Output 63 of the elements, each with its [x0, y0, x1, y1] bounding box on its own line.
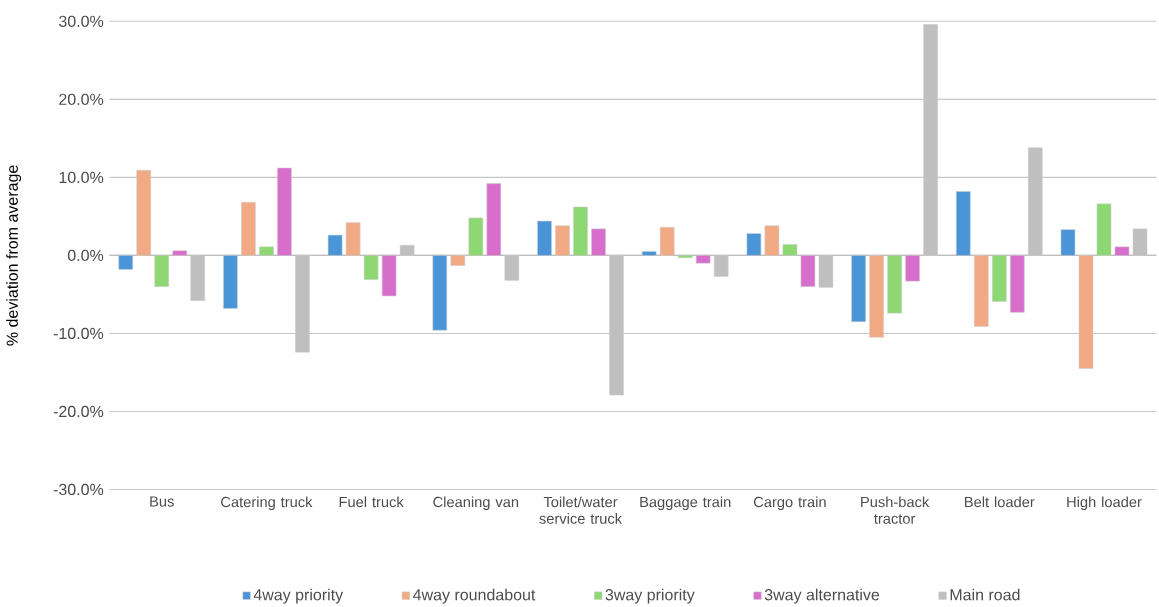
- legend-label: 3way alternative: [764, 588, 880, 604]
- x-tick-label: Fuel truck: [339, 496, 404, 508]
- y-tick-label: 10.0%: [59, 171, 104, 184]
- bar: [486, 183, 502, 256]
- bar: [695, 255, 711, 264]
- bar: [1060, 229, 1076, 256]
- y-axis-title: % deviation from average: [6, 165, 22, 346]
- y-tick-label: -20.0%: [53, 405, 104, 418]
- bar: [555, 225, 570, 256]
- x-tick-label: Cleaning van: [433, 496, 519, 511]
- bar: [956, 191, 971, 256]
- bar: [869, 255, 884, 338]
- bar: [1096, 203, 1112, 256]
- bar: [992, 255, 1007, 302]
- bar: [327, 234, 343, 256]
- bar: [1010, 255, 1025, 313]
- bar: [591, 228, 606, 256]
- bar: [154, 255, 169, 287]
- x-tick-label: Belt loader: [965, 496, 1035, 508]
- bar: [905, 255, 920, 282]
- legend-label: 4way priority: [253, 588, 344, 604]
- bar: [677, 255, 693, 259]
- x-tick-label: Toilet/water service truck: [539, 496, 623, 524]
- bar: [468, 217, 484, 256]
- bar: [537, 220, 552, 256]
- bar: [1078, 255, 1094, 369]
- bar: [118, 255, 133, 270]
- x-tick-label: Baggage train: [640, 496, 731, 511]
- bar: [241, 202, 256, 256]
- bar: [641, 251, 657, 256]
- bar: [764, 225, 780, 256]
- bar: [782, 244, 798, 256]
- bar: [259, 246, 274, 256]
- x-tick-label: Cargo train: [753, 496, 826, 511]
- bar: [345, 222, 361, 256]
- bar: [136, 170, 151, 256]
- bar: [381, 255, 397, 297]
- x-tick-label: High loader: [1067, 496, 1142, 511]
- bar: [277, 167, 292, 256]
- y-tick-label: -10.0%: [53, 327, 104, 340]
- legend-label: 3way priority: [605, 588, 695, 604]
- bar: [887, 255, 902, 314]
- bar: [851, 255, 866, 323]
- y-tick-label: 30.0%: [59, 15, 104, 28]
- x-tick-label: Catering truck: [221, 496, 313, 511]
- y-tick-label: 20.0%: [59, 93, 104, 106]
- bar: [432, 255, 448, 331]
- y-tick-label: -30.0%: [53, 483, 104, 496]
- bar: [223, 255, 238, 309]
- bar: [450, 255, 466, 266]
- bar: [800, 255, 816, 287]
- y-tick-label: 0.0%: [67, 249, 104, 262]
- bar: [746, 233, 762, 256]
- bar: [659, 227, 675, 256]
- legend-label: 4way roundabout: [413, 588, 536, 604]
- legend-label: Main road: [950, 588, 1020, 601]
- bar: [172, 250, 187, 256]
- x-tick-label: Push-back tractor: [861, 496, 930, 524]
- bar: [1114, 246, 1130, 256]
- x-tick-label: Bus: [150, 496, 174, 507]
- bar: [363, 255, 379, 280]
- bar: [573, 206, 588, 256]
- bar: [974, 255, 989, 327]
